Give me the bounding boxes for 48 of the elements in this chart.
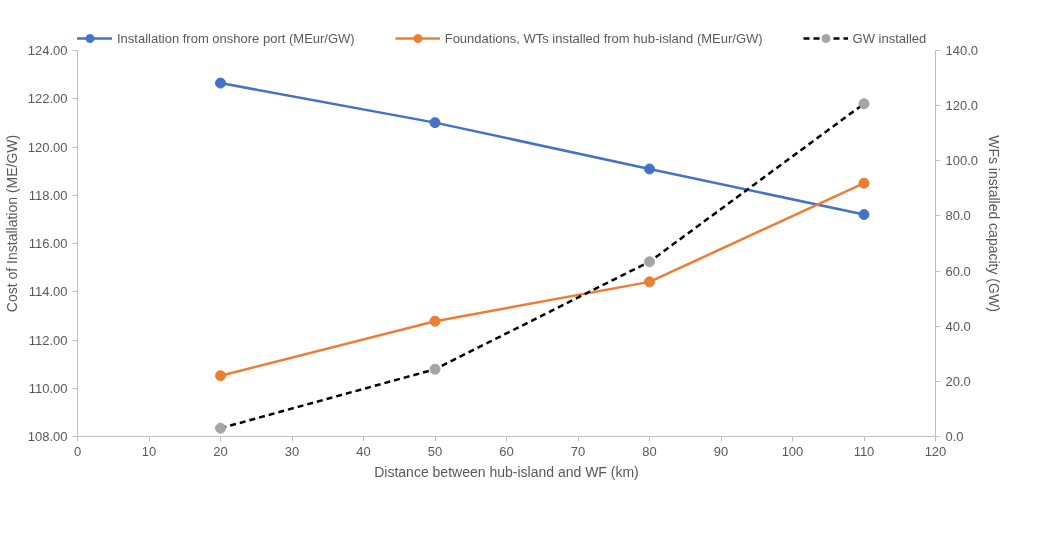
point xyxy=(215,422,226,434)
y2-tick-label: 120.0 xyxy=(945,98,979,114)
x-tick-label: 30 xyxy=(284,443,300,459)
x-tick-label: 10 xyxy=(141,443,157,459)
point xyxy=(858,209,870,221)
x-tick-label: 100 xyxy=(781,443,804,459)
y-tick-label: 110.00 xyxy=(28,380,68,396)
x-tick-label: 110 xyxy=(853,443,875,459)
y-tick-label: 112.00 xyxy=(28,332,68,348)
point xyxy=(429,315,441,327)
x-tick-label: 120 xyxy=(924,443,947,459)
x-tick-label: 20 xyxy=(213,443,228,459)
y2-tick-label: 60.0 xyxy=(945,263,971,279)
x-tick-label: 0 xyxy=(73,443,82,459)
x-axis-title: Distance between hub-island and WF (km) xyxy=(374,463,639,480)
point xyxy=(215,370,226,382)
y2-tick-label: 40.0 xyxy=(945,318,971,334)
x-tick-label: 40 xyxy=(356,443,371,459)
x-tick-label: 60 xyxy=(499,443,514,459)
y-tick-label: 116.00 xyxy=(28,236,68,251)
point xyxy=(429,363,441,375)
y-tick-label: 118.00 xyxy=(28,187,68,203)
legend-label: Foundations, WTs installed from hub-island (MEur/GW) xyxy=(444,30,763,46)
y2-tick-label: 140.0 xyxy=(945,43,979,58)
y2-tick-label: 20.0 xyxy=(945,373,971,389)
y-tick-label: 108.00 xyxy=(27,429,68,444)
legend-label: GW installed xyxy=(852,30,927,46)
y2-axis-title: WFs installed capacity (GW) xyxy=(986,135,1003,312)
point xyxy=(644,276,655,288)
point xyxy=(429,117,441,129)
y-tick-label: 122.00 xyxy=(27,91,68,107)
y-tick-label: 124.00 xyxy=(27,43,68,58)
y2-tick-label: 80.0 xyxy=(945,208,971,224)
y-tick-label: 114.00 xyxy=(28,284,68,300)
point xyxy=(644,256,655,268)
y2-tick-label: 0.0 xyxy=(945,429,964,444)
x-tick-label: 50 xyxy=(427,443,443,459)
point xyxy=(858,98,870,110)
x-tick-label: 70 xyxy=(570,443,586,459)
y-axis-title: Cost of Installation (ME/GW) xyxy=(3,134,20,313)
point xyxy=(858,177,870,189)
point xyxy=(644,163,655,175)
legend-label: Installation from onshore port (MEur/GW) xyxy=(117,30,355,46)
point xyxy=(215,77,226,89)
x-tick-label: 90 xyxy=(713,443,729,459)
y2-tick-label: 100.0 xyxy=(945,153,979,169)
x-tick-label: 80 xyxy=(642,443,657,459)
y-tick-label: 120.00 xyxy=(27,139,68,155)
